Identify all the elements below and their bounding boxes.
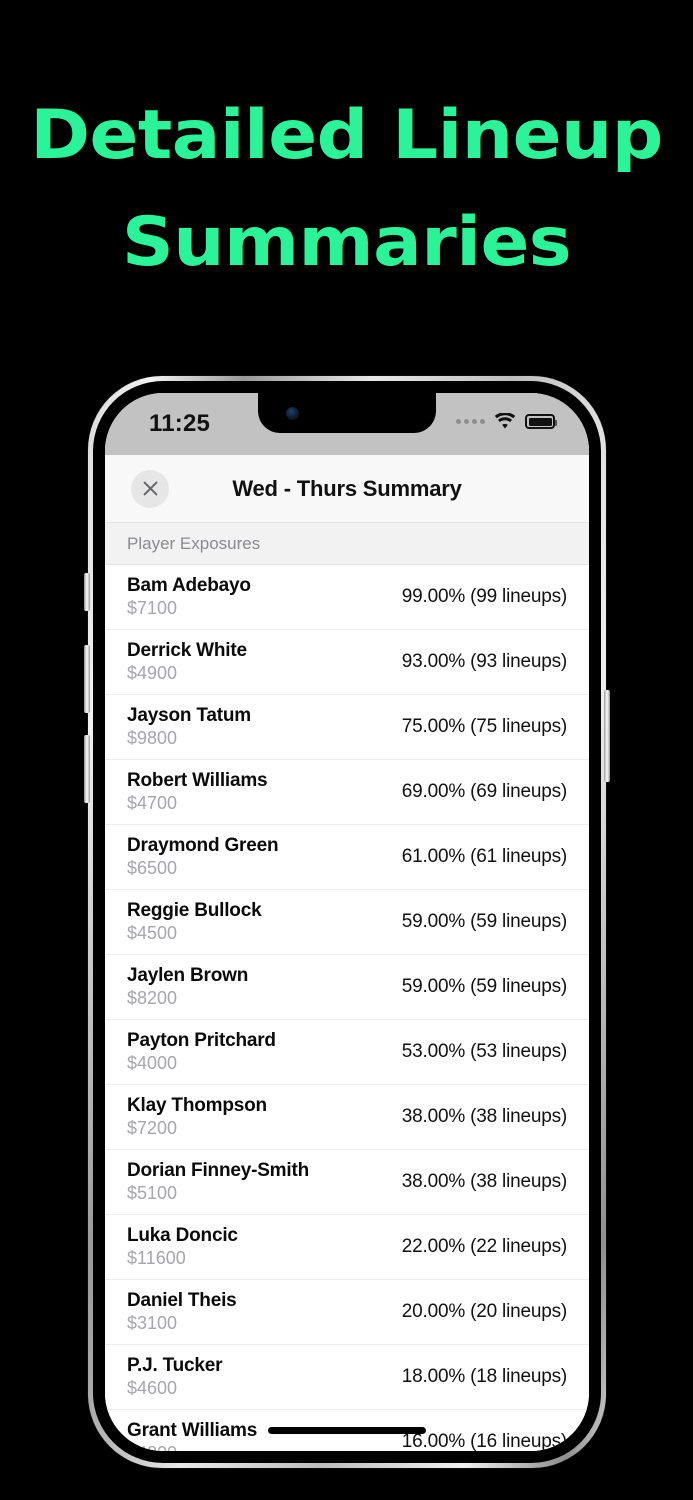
player-salary: $7100 (127, 598, 178, 619)
close-button[interactable] (131, 469, 169, 508)
modal-header: Wed - Thurs Summary (105, 455, 589, 522)
battery-full-icon (525, 414, 557, 429)
player-exposure-value: 20.00% (20 lineups) (401, 1301, 567, 1322)
player-exposure-row[interactable]: Grant Williams $4800 16.00% (16 lineups) (105, 1410, 589, 1451)
player-info: Robert Williams $4700 (127, 770, 268, 814)
player-name: Grant Williams (127, 1420, 258, 1442)
phone-device-frame: 11:25 (88, 376, 606, 1468)
player-info: Draymond Green $6500 (127, 835, 279, 879)
player-exposure-value: 38.00% (38 lineups) (401, 1171, 567, 1192)
player-exposure-list[interactable]: Bam Adebayo $7100 99.00% (99 lineups) Derri… (105, 565, 589, 1451)
player-info: Jayson Tatum $9800 (127, 706, 251, 748)
player-info: Payton Pritchard $4000 (127, 1031, 276, 1073)
player-exposure-row[interactable]: Payton Pritchard $4000 53.00% (53 lineups) (105, 1020, 589, 1085)
player-exposure-value: 75.00% (75 lineups) (401, 716, 567, 737)
player-exposure-value: 93.00% (93 lineups) (401, 651, 567, 672)
player-salary: $6500 (127, 858, 178, 879)
player-salary: $4000 (127, 1053, 178, 1074)
device-notch (258, 393, 436, 433)
player-name: Payton Pritchard (127, 1030, 276, 1052)
player-salary: $5100 (127, 1183, 178, 1204)
player-name: Jaylen Brown (127, 965, 249, 987)
player-info: Luka Doncic $11600 (127, 1226, 238, 1268)
home-indicator[interactable] (268, 1427, 426, 1434)
player-exposure-value: 99.00% (99 lineups) (401, 586, 567, 607)
player-info: Bam Adebayo $7100 (127, 576, 251, 618)
player-exposure-value: 53.00% (53 lineups) (401, 1041, 567, 1062)
player-exposure-value: 18.00% (18 lineups) (401, 1366, 567, 1387)
player-name: Klay Thompson (127, 1095, 267, 1117)
signal-dots-icon (456, 419, 485, 424)
player-exposure-row[interactable]: Bam Adebayo $7100 99.00% (99 lineups) (105, 565, 589, 630)
silent-switch-button[interactable] (84, 573, 90, 611)
player-name: Luka Doncic (127, 1225, 238, 1247)
player-salary: $7200 (127, 1118, 178, 1139)
player-exposure-value: 38.00% (38 lineups) (401, 1106, 567, 1127)
player-salary: $3100 (127, 1313, 178, 1334)
player-exposure-row[interactable]: P.J. Tucker $4600 18.00% (18 lineups) (105, 1345, 589, 1410)
player-info: Derrick White $4900 (127, 641, 247, 683)
player-info: P.J. Tucker $4600 (127, 1355, 223, 1399)
close-icon (143, 481, 157, 496)
player-salary: $9800 (127, 728, 178, 749)
player-name: Reggie Bullock (127, 900, 262, 922)
player-exposure-value: 22.00% (22 lineups) (401, 1236, 567, 1257)
player-name: P.J. Tucker (127, 1355, 223, 1377)
player-info: Jaylen Brown $8200 (127, 966, 248, 1008)
player-salary: $4700 (127, 793, 178, 814)
section-header-player-exposures: Player Exposures (105, 522, 589, 565)
player-exposure-row[interactable]: Jaylen Brown $8200 59.00% (59 lineups) (105, 955, 589, 1020)
player-exposure-value: 61.00% (61 lineups) (401, 846, 567, 867)
player-info: Grant Williams $4800 (127, 1421, 257, 1451)
player-name: Dorian Finney-Smith (127, 1160, 309, 1182)
player-exposure-value: 59.00% (59 lineups) (401, 911, 567, 932)
player-exposure-row[interactable]: Draymond Green $6500 61.00% (61 lineups) (105, 825, 589, 890)
player-name: Robert Williams (127, 770, 268, 792)
status-bar-time: 11:25 (149, 410, 211, 437)
player-salary: $4600 (127, 1378, 178, 1399)
player-exposure-value: 16.00% (16 lineups) (401, 1431, 567, 1451)
player-info: Dorian Finney-Smith $5100 (127, 1161, 309, 1203)
player-name: Draymond Green (127, 835, 279, 857)
player-name: Bam Adebayo (127, 575, 251, 597)
player-exposure-row[interactable]: Reggie Bullock $4500 59.00% (59 lineups) (105, 890, 589, 955)
player-info: Reggie Bullock $4500 (127, 900, 262, 944)
player-salary: $4900 (127, 663, 178, 684)
player-salary: $4500 (127, 923, 178, 944)
player-exposure-row[interactable]: Luka Doncic $11600 22.00% (22 lineups) (105, 1215, 589, 1280)
status-bar: 11:25 (105, 393, 589, 455)
promo-headline: Detailed Lineup Summaries (30, 96, 663, 283)
player-exposure-row[interactable]: Dorian Finney-Smith $5100 38.00% (38 lineu… (105, 1150, 589, 1215)
player-salary: $11600 (127, 1248, 186, 1269)
page-title: Wed - Thurs Summary (232, 475, 462, 501)
player-name: Jayson Tatum (127, 705, 251, 727)
player-salary: $8200 (127, 988, 178, 1009)
player-name: Derrick White (127, 640, 247, 662)
phone-screen: 11:25 (105, 393, 589, 1451)
wifi-icon (494, 413, 516, 429)
player-exposure-row[interactable]: Jayson Tatum $9800 75.00% (75 lineups) (105, 695, 589, 760)
player-salary: $4800 (127, 1444, 257, 1451)
player-info: Daniel Theis $3100 (127, 1291, 237, 1333)
front-camera-icon (286, 407, 299, 420)
player-exposure-row[interactable]: Klay Thompson $7200 38.00% (38 lineups) (105, 1085, 589, 1150)
player-info: Klay Thompson $7200 (127, 1096, 267, 1138)
power-button[interactable] (604, 690, 610, 782)
player-exposure-row[interactable]: Robert Williams $4700 69.00% (69 lineups) (105, 760, 589, 825)
player-exposure-value: 69.00% (69 lineups) (401, 781, 567, 802)
player-exposure-value: 59.00% (59 lineups) (401, 976, 567, 997)
volume-up-button[interactable] (84, 645, 90, 713)
volume-down-button[interactable] (84, 735, 90, 803)
player-name: Daniel Theis (127, 1290, 237, 1312)
player-exposure-row[interactable]: Derrick White $4900 93.00% (93 lineups) (105, 630, 589, 695)
status-bar-indicators (456, 413, 557, 430)
player-exposure-row[interactable]: Daniel Theis $3100 20.00% (20 lineups) (105, 1280, 589, 1345)
